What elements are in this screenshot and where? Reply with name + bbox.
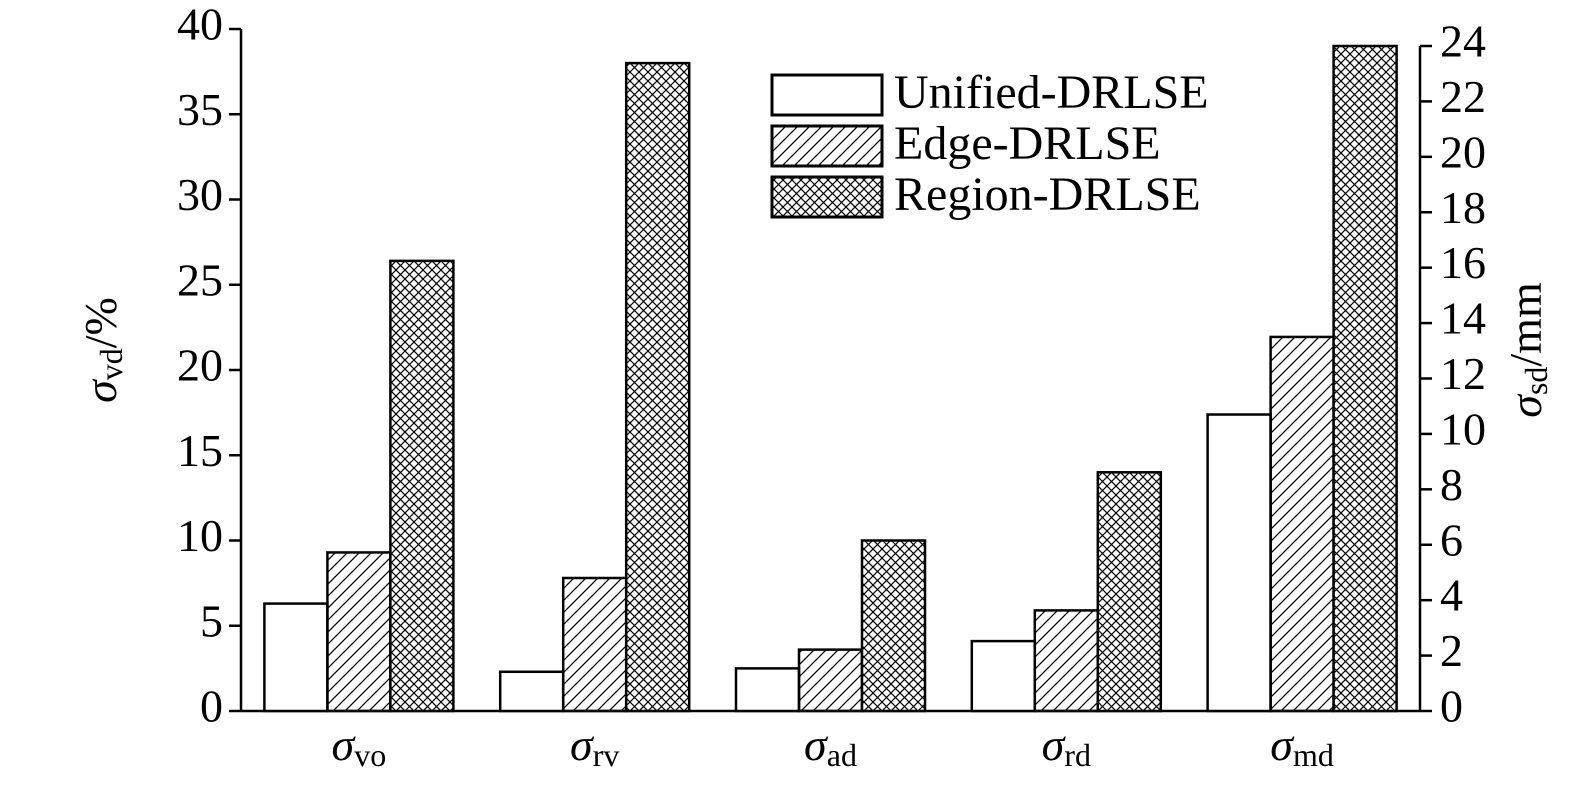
bar [970,639,1037,713]
y-tick-label: 10 [177,510,223,561]
x-tick-label: σrd [1042,719,1091,774]
y2-axis-label: σsd/mm [1500,282,1555,418]
bar [1332,44,1398,713]
y-tick-label: 20 [177,340,223,391]
legend-label: Edge-DRLSE [894,117,1161,170]
y2-tick-label: 24 [1440,16,1486,67]
bar [797,648,864,713]
x-tick-subscript: vo [354,737,386,773]
y2-tick-label: 16 [1440,237,1486,288]
y-axis-label: σvd/% [75,297,130,403]
y-tick-label: 0 [200,681,223,732]
bar [1206,413,1272,713]
y2-tick-label: 20 [1440,126,1486,177]
x-tick-label: σmd [1270,719,1334,774]
legend-label: Unified-DRLSE [894,66,1209,119]
y2-tick-label: 2 [1440,625,1463,676]
y2-label-symbol: σ [1500,393,1551,418]
x-tick-subscript: md [1293,737,1334,773]
x-tick-symbol: σ [332,719,357,770]
y2-tick-label: 10 [1440,403,1486,454]
y-tick-label: 25 [177,254,223,305]
x-tick-symbol: σ [570,719,595,770]
y2-tick-label: 4 [1440,570,1463,621]
legend-swatch [770,175,884,219]
x-tick-symbol: σ [1042,719,1067,770]
y2-label-subscript: sd [1518,367,1554,395]
x-tick-subscript: rv [593,737,620,773]
bar [624,61,691,713]
legend-swatch [770,73,884,117]
y-label-unit: /% [75,297,126,348]
y-tick-label: 5 [200,595,223,646]
bar [1096,471,1163,713]
y-tick-label: 30 [177,169,223,220]
y2-label-unit: /mm [1500,282,1551,367]
bar [1033,609,1100,713]
y-label-symbol: σ [75,378,126,403]
y-tick-label: 40 [177,0,223,50]
y2-tick-label: 12 [1440,348,1486,399]
bar [1269,335,1335,713]
x-tick-symbol: σ [804,719,829,770]
y-label-subscript: vd [93,348,129,380]
y-tick-label: 15 [177,425,223,476]
y2-tick-label: 22 [1440,71,1486,122]
legend-label: Region-DRLSE [894,168,1201,221]
x-tick-label: σad [804,719,857,774]
x-tick-label: σvo [332,719,387,774]
y2-tick-label: 0 [1440,681,1463,732]
bar [498,670,565,713]
legend-swatch [770,124,884,168]
y2-tick-label: 14 [1440,293,1486,344]
bar [389,259,455,713]
y2-tick-label: 18 [1440,182,1486,233]
bar [263,602,329,713]
y2-tick-label: 8 [1440,459,1463,510]
bar [734,667,801,713]
x-tick-subscript: ad [827,737,857,773]
bar [326,551,392,713]
x-tick-subscript: rd [1064,737,1091,773]
bar [561,576,628,713]
y2-tick-label: 6 [1440,514,1463,565]
x-tick-label: σrv [570,719,619,774]
bar [860,539,927,713]
x-tick-symbol: σ [1270,719,1295,770]
y-tick-label: 35 [177,84,223,135]
